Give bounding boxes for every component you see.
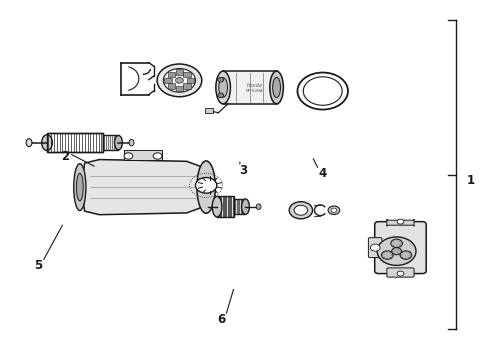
Circle shape <box>328 206 340 215</box>
Circle shape <box>331 208 337 212</box>
Text: 6: 6 <box>218 313 226 326</box>
Bar <box>187 77 195 83</box>
Bar <box>234 199 245 215</box>
Bar <box>183 72 191 77</box>
Bar <box>47 134 103 152</box>
Ellipse shape <box>242 199 249 215</box>
Bar <box>164 77 172 83</box>
Circle shape <box>377 237 416 265</box>
Circle shape <box>289 202 313 219</box>
Circle shape <box>196 177 217 193</box>
Circle shape <box>397 271 404 276</box>
Polygon shape <box>80 159 206 215</box>
Bar <box>47 134 103 152</box>
Ellipse shape <box>218 77 223 82</box>
Bar <box>175 69 183 75</box>
Circle shape <box>397 219 404 224</box>
Text: 2: 2 <box>61 150 69 163</box>
Text: 1: 1 <box>467 174 475 186</box>
Ellipse shape <box>76 173 83 201</box>
Circle shape <box>124 153 133 159</box>
Circle shape <box>157 64 202 97</box>
Ellipse shape <box>216 71 230 104</box>
Circle shape <box>294 205 308 215</box>
Circle shape <box>175 77 183 83</box>
Text: 5: 5 <box>34 259 43 272</box>
Polygon shape <box>123 149 162 159</box>
Bar <box>205 108 214 113</box>
Bar <box>217 196 234 217</box>
Ellipse shape <box>42 135 52 150</box>
Ellipse shape <box>129 139 134 146</box>
Text: MITSUBA: MITSUBA <box>246 89 264 93</box>
Circle shape <box>370 244 380 251</box>
Text: 3: 3 <box>240 164 247 177</box>
Ellipse shape <box>197 161 216 213</box>
Text: 4: 4 <box>318 167 327 180</box>
Circle shape <box>391 239 402 248</box>
Bar <box>223 71 276 104</box>
Ellipse shape <box>273 77 280 98</box>
Ellipse shape <box>212 196 222 217</box>
Ellipse shape <box>26 139 32 147</box>
Ellipse shape <box>218 93 223 98</box>
Bar <box>103 135 119 150</box>
Bar <box>175 86 183 91</box>
Bar <box>168 72 175 77</box>
Circle shape <box>153 153 162 159</box>
Circle shape <box>303 77 342 105</box>
Ellipse shape <box>74 164 86 211</box>
Ellipse shape <box>270 71 283 104</box>
Text: Honda: Honda <box>247 83 263 88</box>
FancyBboxPatch shape <box>387 268 414 277</box>
Circle shape <box>163 69 196 92</box>
Bar <box>168 83 175 89</box>
Circle shape <box>382 251 393 259</box>
Ellipse shape <box>256 204 261 210</box>
FancyBboxPatch shape <box>368 238 382 257</box>
Bar <box>183 83 191 89</box>
FancyBboxPatch shape <box>375 222 426 274</box>
FancyBboxPatch shape <box>387 219 414 226</box>
Ellipse shape <box>219 78 227 97</box>
Circle shape <box>400 251 412 259</box>
Ellipse shape <box>115 135 122 150</box>
Circle shape <box>392 248 401 255</box>
